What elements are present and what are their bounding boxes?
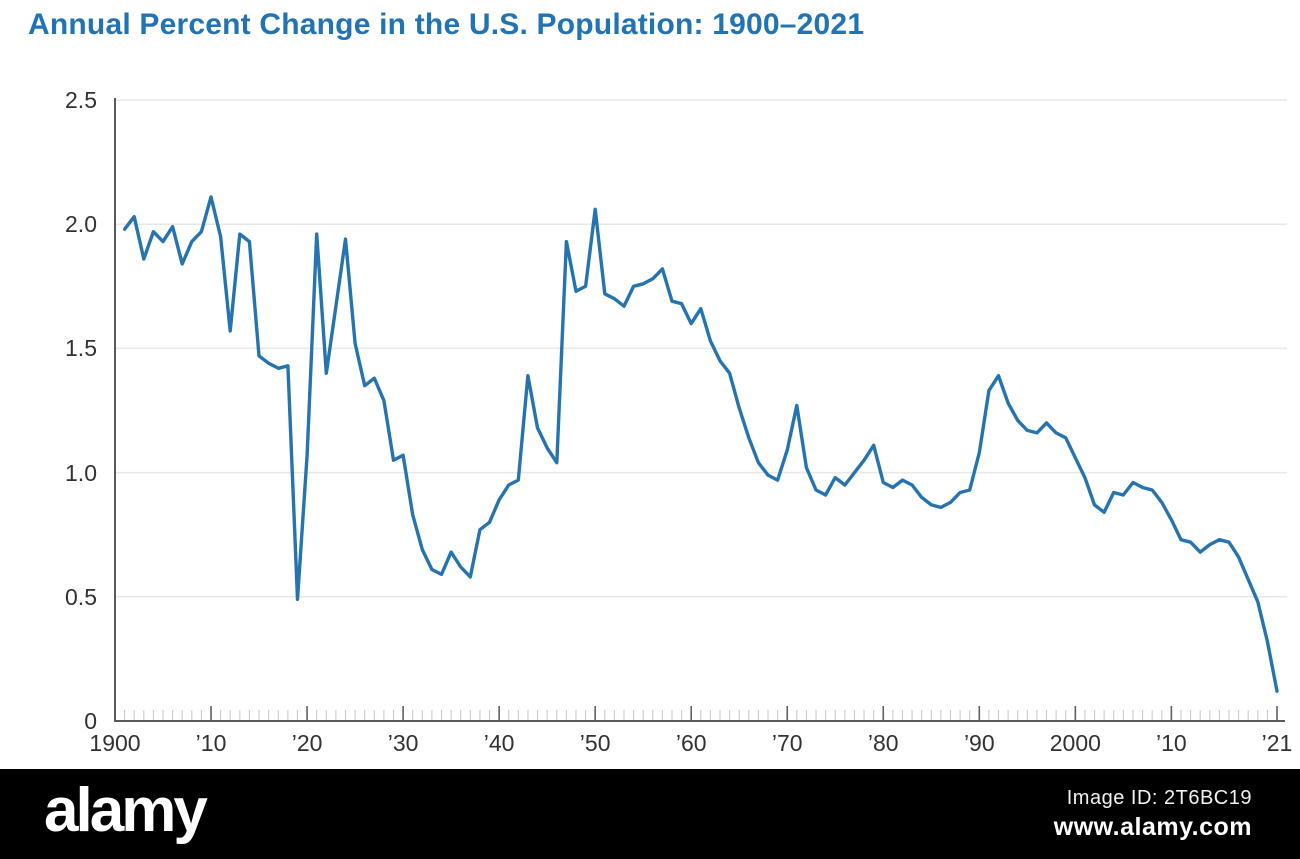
x-tick-label: ’90 — [963, 730, 995, 756]
population-line-chart — [114, 98, 1287, 722]
x-tick-label: ’20 — [291, 730, 323, 756]
x-tick-label: ’10 — [1156, 730, 1187, 756]
x-tick-label: ’40 — [483, 730, 515, 756]
x-tick-label: ’70 — [771, 730, 803, 756]
x-tick-label: ’21 — [1261, 730, 1293, 756]
x-tick-label: 1900 — [89, 730, 141, 756]
population-growth-line — [122, 195, 1279, 693]
x-tick-label: ’80 — [867, 730, 899, 756]
y-tick-label: 2.0 — [65, 211, 97, 238]
watermark-bar: alamy Image ID: 2T6BC19 www.alamy.com — [0, 769, 1300, 859]
y-tick-label: 0 — [84, 708, 97, 734]
image-id-text: Image ID: 2T6BC19 — [1066, 786, 1252, 809]
y-tick-label: 2.5 — [65, 87, 97, 113]
x-tick-label: ’30 — [387, 730, 419, 756]
alamy-logo: alamy — [44, 776, 208, 845]
x-tick-label: 2000 — [1049, 730, 1101, 756]
x-tick-label: ’10 — [195, 730, 227, 756]
watermark-info: Image ID: 2T6BC19 www.alamy.com — [1054, 787, 1252, 842]
x-tick-label: ’50 — [579, 730, 611, 756]
chart-title: Annual Percent Change in the U.S. Popula… — [28, 8, 865, 41]
x-tick-label: ’60 — [675, 730, 707, 756]
y-tick-label: 0.5 — [65, 583, 97, 610]
alamy-url: www.alamy.com — [1053, 812, 1252, 841]
y-tick-label: 1.0 — [65, 459, 97, 486]
y-tick-label: 1.5 — [65, 335, 97, 362]
